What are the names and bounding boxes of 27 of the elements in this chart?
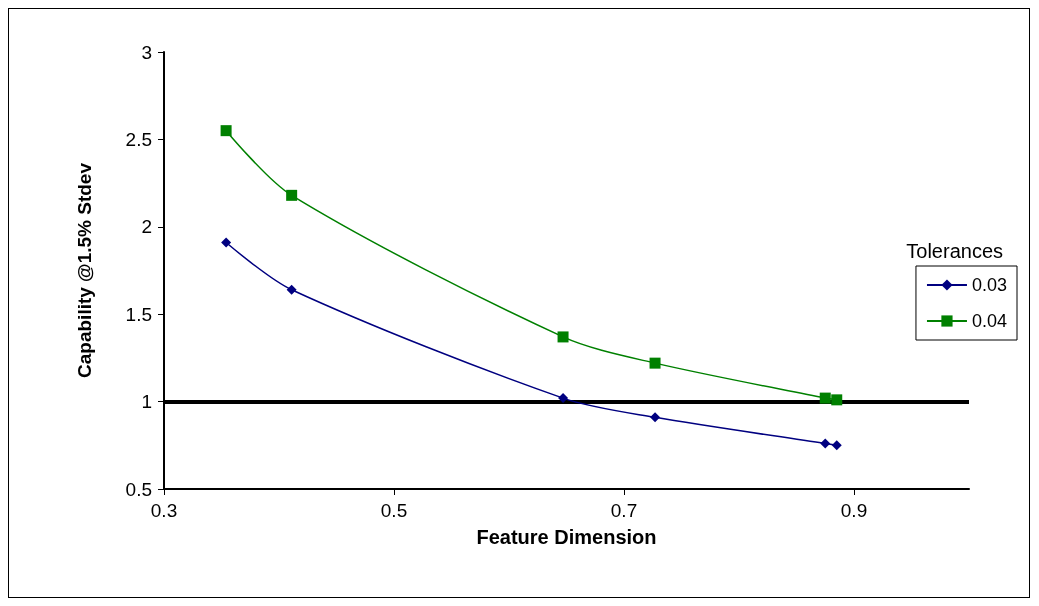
y-axis-title: Capability @1.5% Stdev (74, 162, 95, 378)
x-tick-label: 0.7 (610, 500, 638, 521)
x-axis-title: Feature Dimension (476, 526, 657, 548)
x-tick-label: 0.5 (380, 500, 408, 521)
point (558, 393, 569, 404)
point (650, 412, 661, 423)
point (831, 440, 842, 451)
y-tick-label: 0.5 (125, 478, 152, 500)
point (831, 394, 843, 406)
y-tick-label: 1.5 (125, 303, 152, 325)
point (819, 392, 831, 404)
point (557, 331, 569, 343)
y-tick-label: 1 (141, 391, 152, 413)
point (220, 125, 232, 137)
legend-label: 0.03 (971, 275, 1008, 295)
point (221, 237, 232, 248)
legend-title: Tolerances (906, 240, 1003, 262)
legend-label: 0.04 (971, 311, 1008, 331)
x-tick-label: 0.3 (150, 500, 178, 521)
y-tick-label: 2 (141, 216, 152, 238)
point (286, 189, 298, 201)
point (286, 284, 297, 295)
y-tick-label: 3 (141, 41, 152, 63)
point (649, 357, 661, 369)
point (820, 438, 831, 449)
y-tick-label: 2.5 (125, 128, 152, 150)
x-tick-label: 0.9 (840, 500, 868, 521)
